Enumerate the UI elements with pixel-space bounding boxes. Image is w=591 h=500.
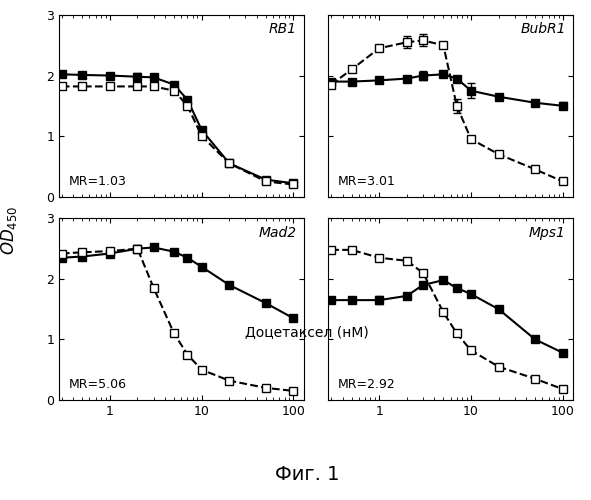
Text: MR=3.01: MR=3.01	[338, 174, 396, 188]
Text: Mps1: Mps1	[529, 226, 566, 239]
Text: Доцетаксел (нМ): Доцетаксел (нМ)	[245, 326, 369, 340]
Text: RB1: RB1	[268, 22, 297, 36]
Text: MR=2.92: MR=2.92	[338, 378, 396, 391]
Text: MR=5.06: MR=5.06	[69, 378, 127, 391]
Text: BubR1: BubR1	[521, 22, 566, 36]
Text: Фиг. 1: Фиг. 1	[275, 466, 340, 484]
Text: Mad2: Mad2	[258, 226, 297, 239]
Text: $OD_{450}$: $OD_{450}$	[0, 206, 19, 254]
Text: MR=1.03: MR=1.03	[69, 174, 126, 188]
